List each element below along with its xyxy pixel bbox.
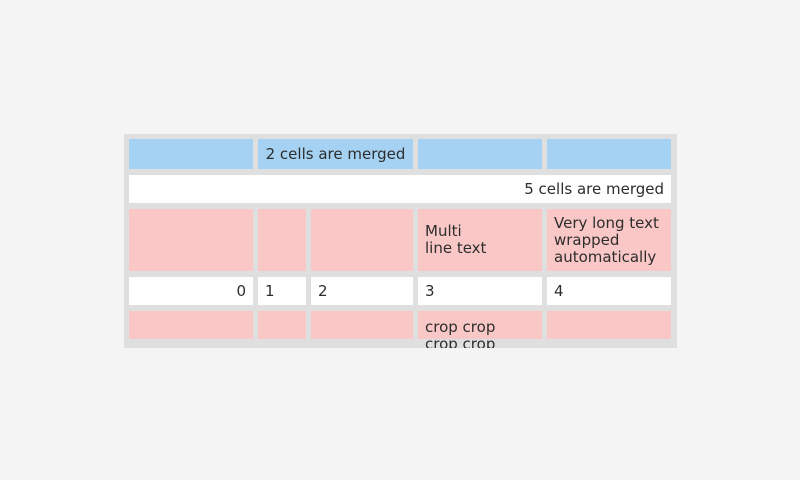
table-cell-r4c2[interactable] xyxy=(311,311,413,339)
table-cell-r0c3[interactable] xyxy=(418,139,542,169)
table-cell-r2c2[interactable] xyxy=(311,209,413,271)
table-cell-r4c0[interactable] xyxy=(129,311,253,339)
table-cell-r0c4[interactable] xyxy=(547,139,671,169)
table-cell-num-3[interactable]: 3 xyxy=(418,277,542,305)
table-cell-r0c0[interactable] xyxy=(129,139,253,169)
table-cell-r4c1[interactable] xyxy=(258,311,306,339)
table-cell-num-0[interactable]: 0 xyxy=(129,277,253,305)
table-cell-r2c1[interactable] xyxy=(258,209,306,271)
table-cell-multiline[interactable]: Multi line text xyxy=(418,209,542,271)
table-cell-num-1[interactable]: 1 xyxy=(258,277,306,305)
table-cell-crop[interactable]: crop crop crop crop xyxy=(418,311,542,348)
table-cell-num-4[interactable]: 4 xyxy=(547,277,671,305)
table-cell-num-2[interactable]: 2 xyxy=(311,277,413,305)
table-cell-r2c0[interactable] xyxy=(129,209,253,271)
table-cell-r4c4[interactable] xyxy=(547,311,671,339)
merged-cells-table: 2 cells are merged 5 cells are merged Mu… xyxy=(124,134,677,348)
table-cell-merged-2[interactable]: 2 cells are merged xyxy=(258,139,413,169)
table-cell-wrapped[interactable]: Very long text wrapped automatically xyxy=(547,209,671,271)
table-cell-merged-5[interactable]: 5 cells are merged xyxy=(129,175,671,203)
